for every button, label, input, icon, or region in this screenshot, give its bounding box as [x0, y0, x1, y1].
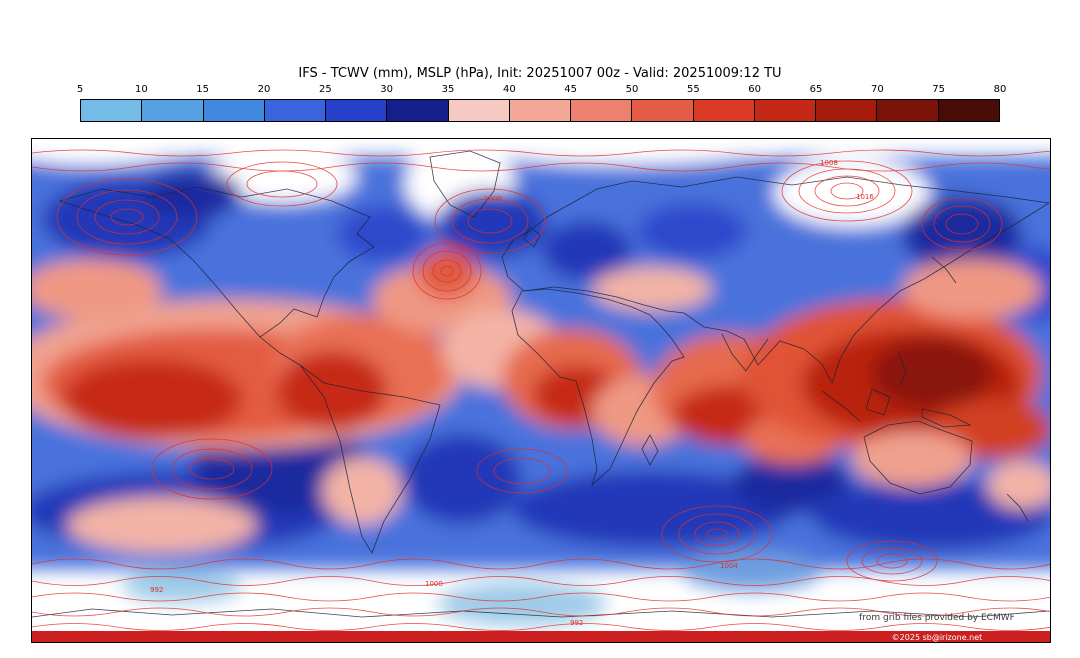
colorbar-tick-label: 40 — [502, 84, 516, 95]
colorbar-tick-label: 20 — [257, 84, 271, 95]
colorbar-segment — [693, 100, 755, 121]
contour-label: 1016 — [856, 193, 874, 201]
colorbar-segment — [326, 100, 388, 121]
colorbar-tick-label: 80 — [993, 84, 1007, 95]
copyright-text: ©2025 sb@irizone.net — [892, 633, 983, 642]
colorbar-segment — [203, 100, 265, 121]
colorbar-segment — [509, 100, 572, 121]
colorbar-ticks: 5 10 15 20 25 30 35 40 45 50 55 60 65 70 75 80 — [76, 84, 1007, 99]
colorbar-tick-label: 60 — [748, 84, 762, 95]
colorbar-segment — [938, 100, 999, 121]
attribution-text: from grib files provided by ECMWF — [859, 613, 1015, 623]
contour-label: 1004 — [720, 562, 738, 570]
colorbar-segment — [754, 100, 817, 121]
colorbar-tick-label: 70 — [870, 84, 884, 95]
contour-label: 1000 — [425, 580, 443, 588]
colorbar-tick-label: 10 — [134, 84, 148, 95]
copyright-strip — [32, 631, 1050, 642]
colorbar-tick-label: 50 — [625, 84, 639, 95]
colorbar-tick-label: 65 — [809, 84, 823, 95]
contour-label: 992 — [570, 619, 583, 627]
colorbar-tick-label: 45 — [564, 84, 578, 95]
weather-map: 1008 1016 1000 992 1000 1004 992 from gr… — [31, 138, 1051, 643]
colorbar-tick-label: 35 — [441, 84, 455, 95]
colorbar-tick-label: 55 — [686, 84, 700, 95]
colorbar-segment — [264, 100, 327, 121]
colorbar-segment — [632, 100, 694, 121]
chart-title: IFS - TCWV (mm), MSLP (hPa), Init: 20251… — [298, 66, 782, 81]
mslp-contour-labels: 1008 1016 1000 992 1000 1004 992 — [150, 159, 874, 627]
colorbar-tick-label: 25 — [318, 84, 332, 95]
colorbar-tick-label: 15 — [196, 84, 210, 95]
colorbar-segment — [448, 100, 510, 121]
colorbar-segment — [816, 100, 878, 121]
contour-label: 1008 — [820, 159, 838, 167]
coastlines — [32, 150, 1050, 618]
colorbar-segment — [81, 100, 143, 121]
colorbar-segment — [571, 100, 633, 121]
colorbar-tick-label: 75 — [932, 84, 946, 95]
colorbar-segments — [80, 99, 1000, 122]
colorbar-segment — [142, 100, 204, 121]
colorbar-tick-label: 5 — [76, 84, 84, 95]
colorbar-tick-label: 30 — [380, 84, 394, 95]
colorbar-segment — [877, 100, 939, 121]
contour-label: 992 — [150, 586, 163, 594]
tcwv-mslp-map: 1008 1016 1000 992 1000 1004 992 from gr… — [32, 139, 1050, 642]
mslp-contours — [32, 149, 1050, 631]
tcwv-field — [32, 139, 1050, 626]
contour-label: 1000 — [484, 195, 502, 203]
colorbar: 5 10 15 20 25 30 35 40 45 50 55 60 65 70 75 80 — [76, 84, 1007, 122]
colorbar-segment — [387, 100, 449, 121]
